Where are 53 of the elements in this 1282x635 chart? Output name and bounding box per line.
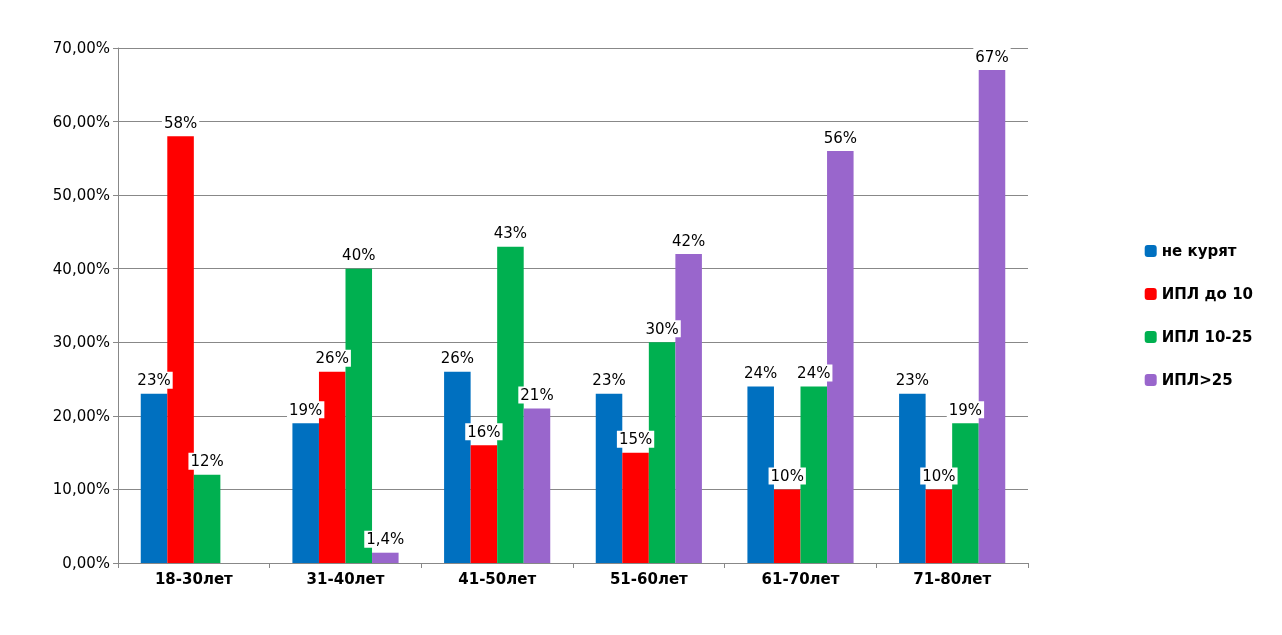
data-label: 24% — [797, 363, 831, 382]
data-label: 19% — [289, 400, 323, 419]
bar — [747, 386, 774, 563]
data-label: 10% — [922, 466, 956, 485]
bar — [470, 445, 498, 563]
x-tick-label: 18-30лет — [154, 569, 234, 588]
y-tick-label: 0,00% — [62, 554, 110, 572]
data-label: 56% — [823, 128, 857, 147]
data-label: 21% — [520, 386, 554, 404]
bar — [372, 552, 399, 563]
data-label: 40% — [342, 246, 376, 265]
bar — [140, 393, 168, 563]
legend-label: не курят — [1161, 242, 1237, 260]
y-tick-label: 40,00% — [52, 259, 110, 278]
y-tick-label: 50,00% — [52, 186, 110, 205]
y-tick-label: 20,00% — [52, 406, 110, 425]
bar — [899, 393, 926, 563]
data-label: 23% — [592, 371, 626, 390]
legend-label: ИПЛ до 10 — [1161, 285, 1254, 303]
data-label: 10% — [770, 466, 804, 485]
data-label: 1,4% — [366, 530, 405, 549]
bar — [523, 408, 551, 563]
data-label: 67% — [975, 47, 1009, 66]
data-label: 43% — [493, 224, 528, 243]
data-label: 12% — [190, 452, 224, 471]
x-tick-label: 51-60лет — [609, 569, 689, 588]
y-tick-label: 70,00% — [52, 39, 110, 57]
x-tick-label: 71-80лет — [913, 569, 992, 588]
x-tick-label: 41-50лет — [458, 569, 537, 588]
bar — [773, 489, 801, 563]
bar — [925, 489, 953, 563]
y-tick-label: 30,00% — [52, 333, 110, 352]
data-label: 16% — [467, 422, 501, 441]
data-label: 23% — [895, 371, 930, 390]
data-label: 42% — [671, 231, 706, 250]
bar — [193, 474, 221, 563]
y-tick-label: 60,00% — [52, 112, 110, 131]
data-label: 19% — [948, 400, 983, 419]
data-label: 15% — [618, 430, 653, 449]
data-label: 30% — [645, 319, 679, 338]
bar — [444, 371, 471, 563]
data-label: 24% — [744, 363, 778, 382]
x-tick-label: 61-70лет — [761, 569, 840, 588]
data-label: 26% — [440, 349, 475, 368]
data-label: 23% — [137, 371, 171, 390]
bar — [622, 452, 649, 563]
legend-label: ИПЛ>25 — [1161, 371, 1233, 389]
x-tick-label: 31-40лет — [306, 569, 385, 588]
y-tick-label: 10,00% — [52, 480, 110, 499]
data-label: 26% — [315, 349, 349, 368]
legend-label: ИПЛ 10-25 — [1161, 328, 1253, 346]
bar — [292, 423, 319, 563]
data-label: 58% — [163, 113, 198, 132]
